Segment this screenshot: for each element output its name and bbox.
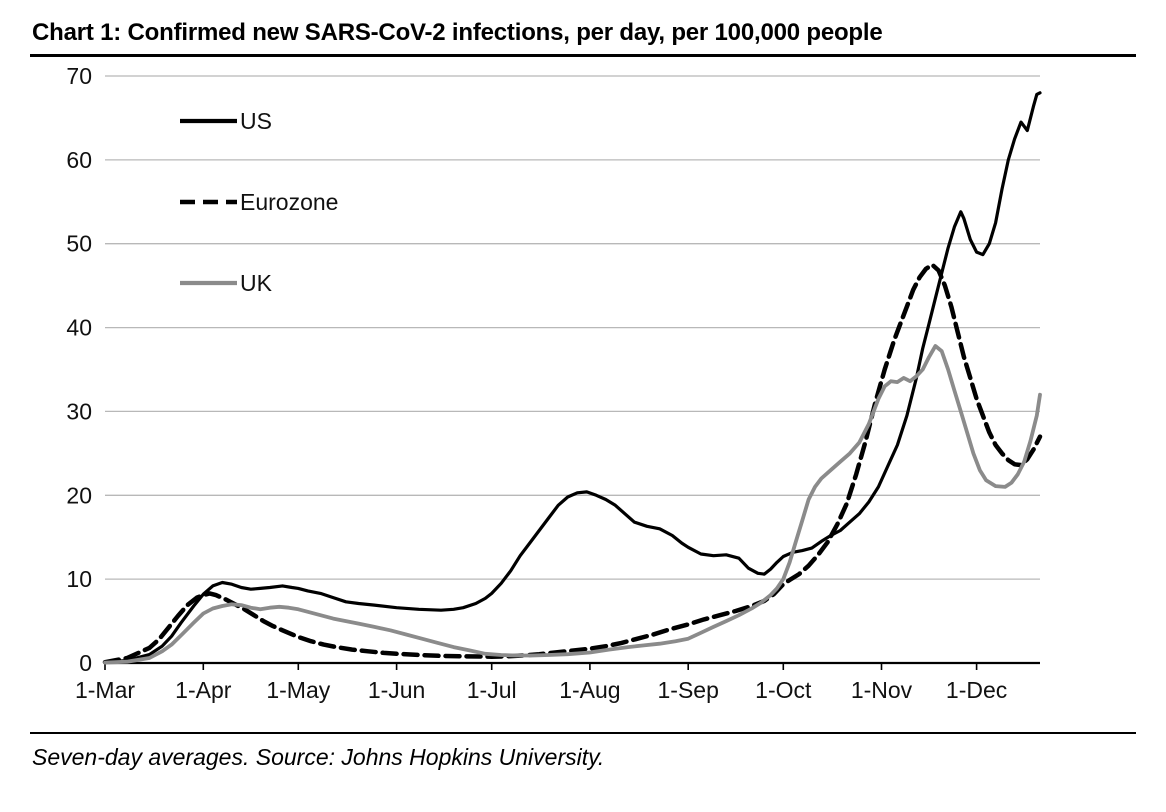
series-line-uk [103, 344, 1042, 665]
y-tick-label-40: 40 [66, 315, 92, 341]
footer-divider [30, 732, 1136, 734]
x-tick-label-1-Jul: 1-Jul [467, 677, 517, 703]
y-tick-label-50: 50 [66, 231, 92, 257]
legend-label-uk: UK [240, 270, 273, 296]
chart-title: Chart 1: Confirmed new SARS-CoV-2 infect… [32, 19, 883, 46]
x-tick-label-1-May: 1-May [266, 677, 330, 703]
x-tick-label-1-Mar: 1-Mar [75, 677, 135, 703]
legend-label-eurozone: Eurozone [240, 189, 338, 215]
series-line-us [103, 91, 1042, 664]
y-tick-label-20: 20 [66, 482, 92, 508]
y-tick-label-30: 30 [66, 398, 92, 424]
chart-footnote: Seven-day averages. Source: Johns Hopkin… [32, 744, 605, 770]
x-tick-label-1-Aug: 1-Aug [559, 677, 620, 703]
title-divider [30, 54, 1136, 57]
y-tick-label-60: 60 [66, 147, 92, 173]
chart-area: 0 10 20 30 40 50 60 70 1-Mar 1-Apr 1-May 1-Jun 1-Jul… [30, 63, 1136, 716]
y-tick-label-0: 0 [79, 650, 92, 676]
x-tick-label-1-Oct: 1-Oct [755, 677, 812, 703]
legend-label-us: US [240, 108, 272, 134]
series-line-eurozone [102, 262, 1043, 665]
x-tick-label-1-Dec: 1-Dec [946, 677, 1007, 703]
y-tick-label-10: 10 [66, 566, 92, 592]
x-tick-label-1-Nov: 1-Nov [851, 677, 913, 703]
x-tick-label-1-Sep: 1-Sep [658, 677, 719, 703]
y-tick-label-70: 70 [66, 63, 92, 89]
x-tick-label-1-Apr: 1-Apr [175, 677, 232, 703]
infections-line-chart: 0 10 20 30 40 50 60 70 1-Mar 1-Apr 1-May 1-Jun 1-Jul… [66, 63, 1043, 703]
x-tick-label-1-Jun: 1-Jun [368, 677, 426, 703]
